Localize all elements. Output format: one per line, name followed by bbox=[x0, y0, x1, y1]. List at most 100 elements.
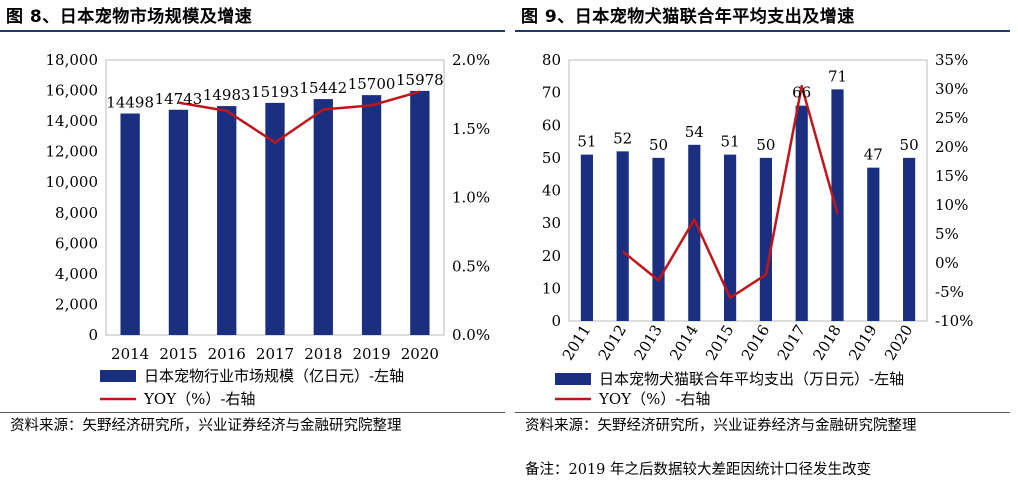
category-label: 2016 bbox=[208, 345, 246, 363]
figure-8-panel: 图 8、日本宠物市场规模及增速 0 2,000 4,000 6,000 8,000 10,… bbox=[0, 0, 505, 494]
left-axis-tick-label: 20 bbox=[542, 247, 561, 265]
plot-area bbox=[568, 59, 928, 322]
right-axis-tick-label: 5% bbox=[935, 225, 959, 243]
bar-data-label: 15700 bbox=[348, 75, 396, 93]
bar bbox=[759, 157, 772, 321]
category-label: 2015 bbox=[159, 345, 197, 363]
category-label: 2013 bbox=[630, 322, 666, 364]
left-axis-tick-label: 80 bbox=[542, 51, 561, 69]
category-label: 2019 bbox=[845, 322, 881, 364]
figure-9-title: 图 9、日本宠物犬猫联合年平均支出及增速 bbox=[521, 7, 855, 27]
category-label: 2012 bbox=[595, 322, 631, 364]
left-axis-tick-label: 70 bbox=[542, 84, 561, 102]
legend-bar-label: 日本宠物犬猫联合年平均支出（万日元）-左轴 bbox=[599, 370, 904, 388]
bar bbox=[688, 144, 701, 321]
bar-data-label: 15193 bbox=[251, 83, 299, 101]
bar-data-label: 14983 bbox=[203, 86, 251, 104]
category-label: 2018 bbox=[304, 345, 342, 363]
bar bbox=[410, 90, 430, 335]
legend-line-label: YOY（%）-右轴 bbox=[598, 390, 710, 408]
category-label: 2014 bbox=[111, 345, 149, 363]
category-label: 2017 bbox=[256, 345, 294, 363]
bar-data-label: 66 bbox=[792, 84, 811, 102]
left-axis-tick-label: 4,000 bbox=[55, 265, 98, 283]
left-axis-tick-label: 18,000 bbox=[46, 51, 99, 69]
right-axis-tick-label: 20% bbox=[935, 138, 968, 156]
source-rule bbox=[0, 412, 505, 413]
bar-data-label: 15978 bbox=[396, 71, 444, 89]
right-axis-tick-label: 2.0% bbox=[452, 51, 490, 69]
right-axis-tick-label: 0.0% bbox=[452, 326, 490, 344]
bar-data-label: 50 bbox=[756, 136, 775, 154]
category-label: 2011 bbox=[559, 322, 595, 364]
bar bbox=[361, 95, 382, 335]
left-axis-tick-label: 16,000 bbox=[46, 82, 99, 100]
right-axis-tick-label: 1.0% bbox=[452, 189, 490, 207]
right-axis-tick-label: -5% bbox=[935, 283, 964, 301]
bar-data-label: 15442 bbox=[299, 79, 347, 97]
legend-line-label: YOY（%）-右轴 bbox=[143, 390, 255, 408]
bar-data-label: 14743 bbox=[155, 90, 203, 108]
category-label: 2014 bbox=[666, 322, 702, 364]
bar bbox=[903, 157, 916, 321]
right-axis-tick-label: -10% bbox=[935, 312, 973, 330]
bar-data-label: 54 bbox=[685, 123, 704, 141]
left-axis-tick-label: 50 bbox=[542, 149, 561, 167]
right-axis-tick-label: 0% bbox=[935, 254, 959, 272]
right-axis-tick-label: 1.5% bbox=[452, 120, 490, 138]
yoy-line bbox=[621, 84, 839, 300]
category-label: 2018 bbox=[809, 322, 845, 364]
right-axis-tick-label: 35% bbox=[935, 51, 968, 69]
bar-data-label: 50 bbox=[900, 136, 919, 154]
spending-chart: 0 10 20 30 40 50 60 70 80 -10% -5% 0% 5% 10% 15% 20% 25%… bbox=[542, 51, 974, 408]
right-axis-tick-label: 10% bbox=[935, 196, 968, 214]
title-rule bbox=[0, 30, 505, 32]
category-label: 2020 bbox=[881, 322, 917, 364]
bar-data-label: 14498 bbox=[106, 94, 154, 112]
category-label: 2015 bbox=[702, 322, 738, 364]
right-axis-tick-label: 30% bbox=[935, 80, 968, 98]
left-axis-tick-label: 6,000 bbox=[55, 234, 98, 252]
left-axis-tick-label: 40 bbox=[542, 182, 561, 200]
figure-9-note: 备注：2019 年之后数据较大差距因统计口径发生改变 bbox=[525, 462, 872, 478]
title-rule bbox=[515, 30, 1010, 32]
left-axis-tick-label: 10 bbox=[542, 279, 561, 297]
legend-bar-swatch bbox=[555, 373, 591, 385]
figure-9-source: 资料来源：矢野经济研究所，兴业证券经济与金融研究院整理 bbox=[525, 418, 917, 434]
right-axis-tick-label: 15% bbox=[935, 167, 968, 185]
left-axis-tick-label: 0 bbox=[551, 312, 561, 330]
market-size-chart: 0 2,000 4,000 6,000 8,000 10,000 12,000 14,000 1… bbox=[46, 51, 491, 408]
left-axis-tick-label: 8,000 bbox=[55, 204, 98, 222]
bar bbox=[580, 154, 593, 321]
left-axis-tick-label: 14,000 bbox=[46, 112, 99, 130]
bar-data-label: 47 bbox=[864, 146, 883, 164]
left-axis-tick-label: 0 bbox=[88, 326, 98, 344]
bar bbox=[831, 89, 844, 321]
category-label: 2017 bbox=[774, 322, 810, 364]
bar bbox=[616, 151, 629, 321]
bar bbox=[795, 105, 808, 321]
legend-bar-swatch bbox=[100, 370, 136, 382]
left-axis-tick-label: 60 bbox=[542, 116, 561, 134]
category-label: 2020 bbox=[401, 345, 439, 363]
bar bbox=[867, 167, 880, 321]
bar bbox=[724, 154, 737, 321]
bar-data-label: 52 bbox=[613, 129, 632, 147]
bar bbox=[217, 106, 237, 336]
category-label: 2016 bbox=[738, 322, 774, 364]
bar-data-label: 51 bbox=[577, 133, 596, 151]
bar-data-label: 50 bbox=[649, 136, 668, 154]
yoy-line bbox=[178, 90, 421, 144]
figure-9-panel: 图 9、日本宠物犬猫联合年平均支出及增速 0 10 20 30 40 50 60 70 80 -1… bbox=[515, 0, 1018, 494]
left-axis-tick-label: 10,000 bbox=[46, 173, 99, 191]
bar bbox=[313, 99, 333, 335]
left-axis-tick-label: 12,000 bbox=[46, 143, 99, 161]
bar-data-label: 71 bbox=[828, 67, 847, 85]
figure-8-title: 图 8、日本宠物市场规模及增速 bbox=[6, 7, 253, 27]
left-axis-tick-label: 30 bbox=[542, 214, 561, 232]
legend-bar-label: 日本宠物行业市场规模（亿日元）-左轴 bbox=[144, 367, 404, 385]
left-axis-tick-label: 2,000 bbox=[55, 295, 98, 313]
source-rule bbox=[515, 412, 1010, 413]
bar bbox=[120, 113, 140, 335]
figure-8-source: 资料来源：矢野经济研究所，兴业证券经济与金融研究院整理 bbox=[10, 418, 402, 434]
